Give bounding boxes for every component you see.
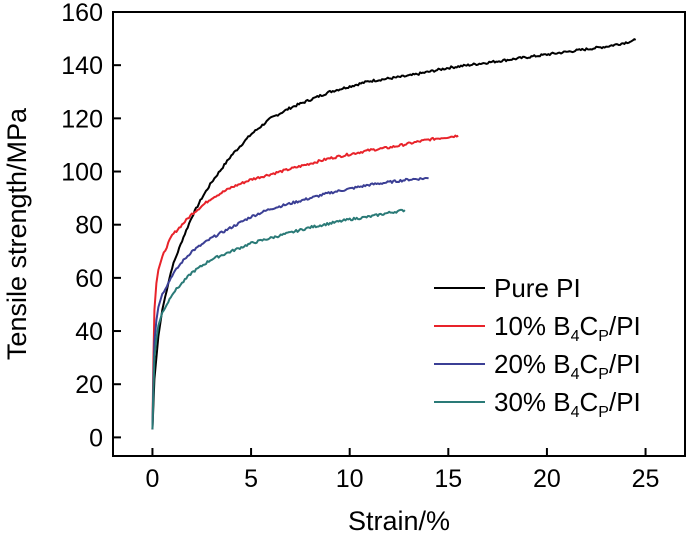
legend-label: Pure PI xyxy=(494,273,581,303)
x-axis-title: Strain/% xyxy=(348,506,450,536)
x-tick-label: 0 xyxy=(145,465,159,493)
legend-label: 30% B4CP/PI xyxy=(494,387,641,421)
legend: Pure PI 10% B4CP/PI 20% B4CP/PI 30% B4CP/PI xyxy=(434,273,641,421)
legend-label: 10% B4CP/PI xyxy=(494,311,641,345)
y-tick-label: 0 xyxy=(89,424,103,452)
y-tick-label: 40 xyxy=(75,318,103,346)
series-line-2 xyxy=(151,134,459,430)
x-tick-label: 20 xyxy=(533,465,561,493)
y-tick-label: 160 xyxy=(61,0,103,27)
x-tick-label: 5 xyxy=(244,465,258,493)
y-tick-label: 140 xyxy=(61,52,103,80)
series-layer xyxy=(151,38,637,430)
series-line-1 xyxy=(151,38,637,430)
y-tick-label: 20 xyxy=(75,371,103,399)
y-axis-title: Tensile strength/MPa xyxy=(2,107,32,360)
legend-label: 20% B4CP/PI xyxy=(494,349,641,383)
x-axis: 0 5 10 15 20 25 xyxy=(145,448,659,493)
y-tick-label: 100 xyxy=(61,159,103,187)
legend-item: 10% B4CP/PI xyxy=(434,311,641,345)
series-line-4 xyxy=(151,208,406,430)
y-tick-label: 80 xyxy=(75,212,103,240)
legend-item: Pure PI xyxy=(434,273,581,303)
y-tick-label: 60 xyxy=(75,265,103,293)
x-tick-label: 25 xyxy=(632,465,660,493)
legend-item: 30% B4CP/PI xyxy=(434,387,641,421)
legend-item: 20% B4CP/PI xyxy=(434,349,641,383)
x-tick-label: 10 xyxy=(336,465,364,493)
x-tick-label: 15 xyxy=(434,465,462,493)
y-axis: 0 20 40 60 80 100 120 140 160 xyxy=(61,0,121,452)
plot-frame xyxy=(112,11,686,457)
series-line-3 xyxy=(151,176,429,430)
y-tick-label: 120 xyxy=(61,105,103,133)
